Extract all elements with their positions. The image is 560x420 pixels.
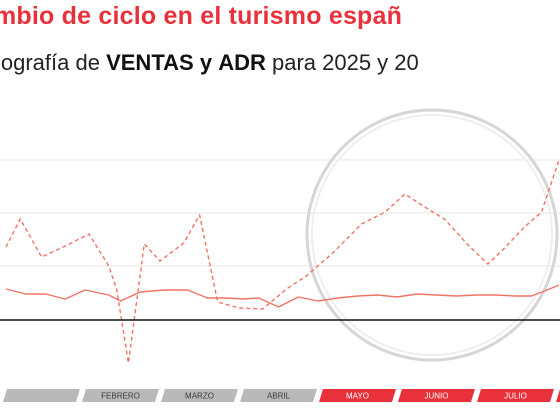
magnifier-ring bbox=[305, 108, 559, 362]
subtitle-text-1: iografía de bbox=[0, 50, 107, 75]
month-band-4 bbox=[319, 389, 396, 402]
month-label-5: JUNIO bbox=[425, 392, 449, 401]
month-label-3: ABRIL bbox=[267, 392, 291, 401]
series-line-solid bbox=[5, 284, 560, 308]
month-band-2 bbox=[161, 389, 238, 402]
subtitle-text-2: para 2025 y 20 bbox=[265, 50, 419, 75]
month-label-1: FEBRERO bbox=[101, 392, 140, 401]
month-label-6: JULIO bbox=[504, 392, 527, 401]
subtitle-bold-ventas: VENTAS bbox=[106, 50, 194, 75]
month-band-5 bbox=[398, 389, 475, 402]
magnifier-circle bbox=[305, 108, 559, 362]
month-label-2: MARZO bbox=[185, 392, 214, 401]
grid-lines bbox=[0, 159, 560, 267]
chart-subtitle: iografía de VENTAS y ADR para 2025 y 20 bbox=[0, 50, 419, 76]
month-band-1 bbox=[82, 389, 159, 402]
series-line-dashed bbox=[5, 159, 560, 364]
month-axis: FEBRERO MARZO ABRIL MAYO JUNIO JULIO bbox=[3, 389, 560, 402]
subtitle-bold-adr: ADR bbox=[218, 50, 266, 75]
month-label-4: MAYO bbox=[346, 392, 369, 401]
subtitle-bold-y: y bbox=[199, 50, 213, 75]
chart-title: mbio de ciclo en el turismo españ bbox=[0, 2, 403, 30]
series-lines bbox=[5, 159, 560, 364]
month-band-0 bbox=[3, 389, 80, 402]
month-band-7 bbox=[556, 389, 560, 402]
month-band-6 bbox=[477, 389, 554, 402]
month-band-3 bbox=[240, 389, 317, 402]
magnifier-ring-inner bbox=[311, 114, 553, 356]
